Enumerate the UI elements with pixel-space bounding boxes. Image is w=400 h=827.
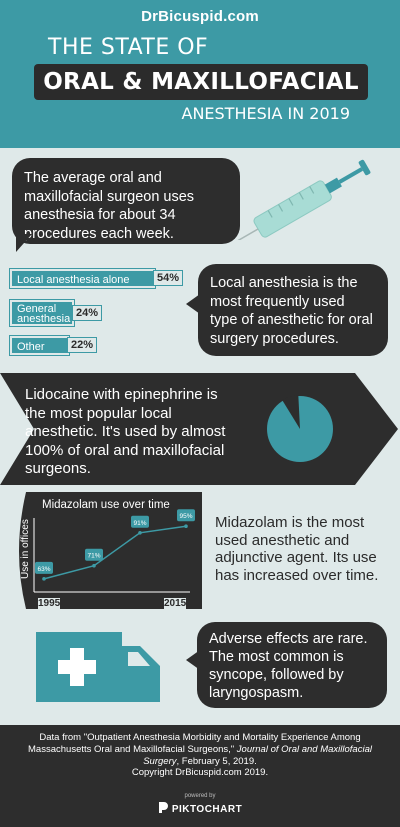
syringe-icon (233, 159, 371, 240)
midazolam-chart: Midazolam use over time Use in offices 6… (19, 492, 202, 609)
powered-by: powered by (184, 793, 216, 799)
data-point (92, 563, 96, 568)
brand-name: DrBicuspid.com (141, 8, 259, 25)
data-label: 71% (87, 553, 100, 560)
data-label-box (131, 515, 149, 528)
midazolam-text: Midazolam is the most used anesthetic an… (215, 514, 379, 584)
data-label-box (35, 561, 53, 574)
lidocaine-text: Lidocaine with epinephrine is the most p… (25, 386, 226, 477)
bar-value-0: 54% (153, 270, 184, 286)
bubble-tail (186, 294, 200, 314)
journal-name: Journal of Oral and Maxillofacial Surger… (143, 744, 372, 767)
x-start-label: 1995 (38, 598, 61, 609)
procedures-bubble: The average oral and maxillofacial surge… (12, 158, 240, 244)
data-point (42, 577, 46, 581)
data-point (138, 531, 142, 535)
adverse-effects-text: Adverse effects are rare. The most commo… (209, 631, 368, 701)
header-banner: DrBicuspid.com THE STATE OF ORAL & MAXIL… (0, 0, 400, 148)
title-line-3: ANESTHESIA IN 2019 (181, 104, 351, 123)
data-label-box (177, 509, 195, 522)
lidocaine-pie-icon (267, 395, 333, 462)
source-citation: Data from "Outpatient Anesthesia Morbidi… (28, 732, 372, 767)
local-anesthesia-text: Local anesthesia is the most frequently … (210, 275, 373, 347)
bar-value-1: 24% (72, 305, 103, 321)
title-band: ORAL & MAXILLOFACIAL (34, 64, 368, 100)
y-axis-label: Use in offices (20, 519, 31, 579)
data-label: 95% (179, 513, 192, 520)
ambulance-icon (36, 632, 160, 702)
adverse-effects-bubble: Adverse effects are rare. The most commo… (197, 622, 387, 708)
local-anesthesia-bubble: Local anesthesia is the most frequently … (198, 264, 388, 356)
title-line-1: THE STATE OF (48, 35, 209, 60)
footer: Data from "Outpatient Anesthesia Morbidi… (0, 725, 400, 827)
lidocaine-arrow-band (0, 373, 398, 485)
midazolam-series-line (43, 525, 187, 580)
data-point (184, 524, 188, 529)
bubble-tail (186, 650, 200, 670)
data-label-box (85, 548, 103, 561)
bar-0: Local anesthesia alone (9, 268, 156, 289)
title-line-2: ORAL & MAXILLOFACIAL (43, 69, 359, 95)
chart-title: Midazolam use over time (42, 499, 170, 511)
piktochart-icon (158, 802, 168, 813)
bubble-tail (16, 234, 32, 252)
copyright: Copyright DrBicuspid.com 2019. (131, 767, 269, 778)
data-label: 91% (133, 520, 146, 527)
bar-2: Other (9, 335, 70, 356)
data-label: 63% (37, 566, 50, 573)
x-end-label: 2015 (164, 598, 187, 609)
piktochart-logo: PIKTOCHART (0, 802, 400, 815)
procedures-text: The average oral and maxillofacial surge… (24, 170, 195, 242)
bar-value-2: 22% (67, 337, 98, 353)
bar-1: General anesthesia (9, 299, 75, 327)
